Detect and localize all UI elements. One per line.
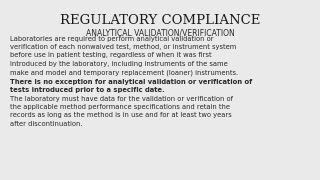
Text: The laboratory must have data for the validation or verification of
the applicab: The laboratory must have data for the va… (10, 96, 233, 127)
Text: ANALYTICAL VALIDATION/VERIFICATION: ANALYTICAL VALIDATION/VERIFICATION (86, 28, 234, 37)
Text: There is no exception for analytical validation or verification of
tests introdu: There is no exception for analytical val… (10, 79, 252, 93)
Text: REGULATORY COMPLIANCE: REGULATORY COMPLIANCE (60, 14, 260, 27)
Text: Laboratories are required to perform analytical validation or
verification of ea: Laboratories are required to perform ana… (10, 36, 238, 75)
